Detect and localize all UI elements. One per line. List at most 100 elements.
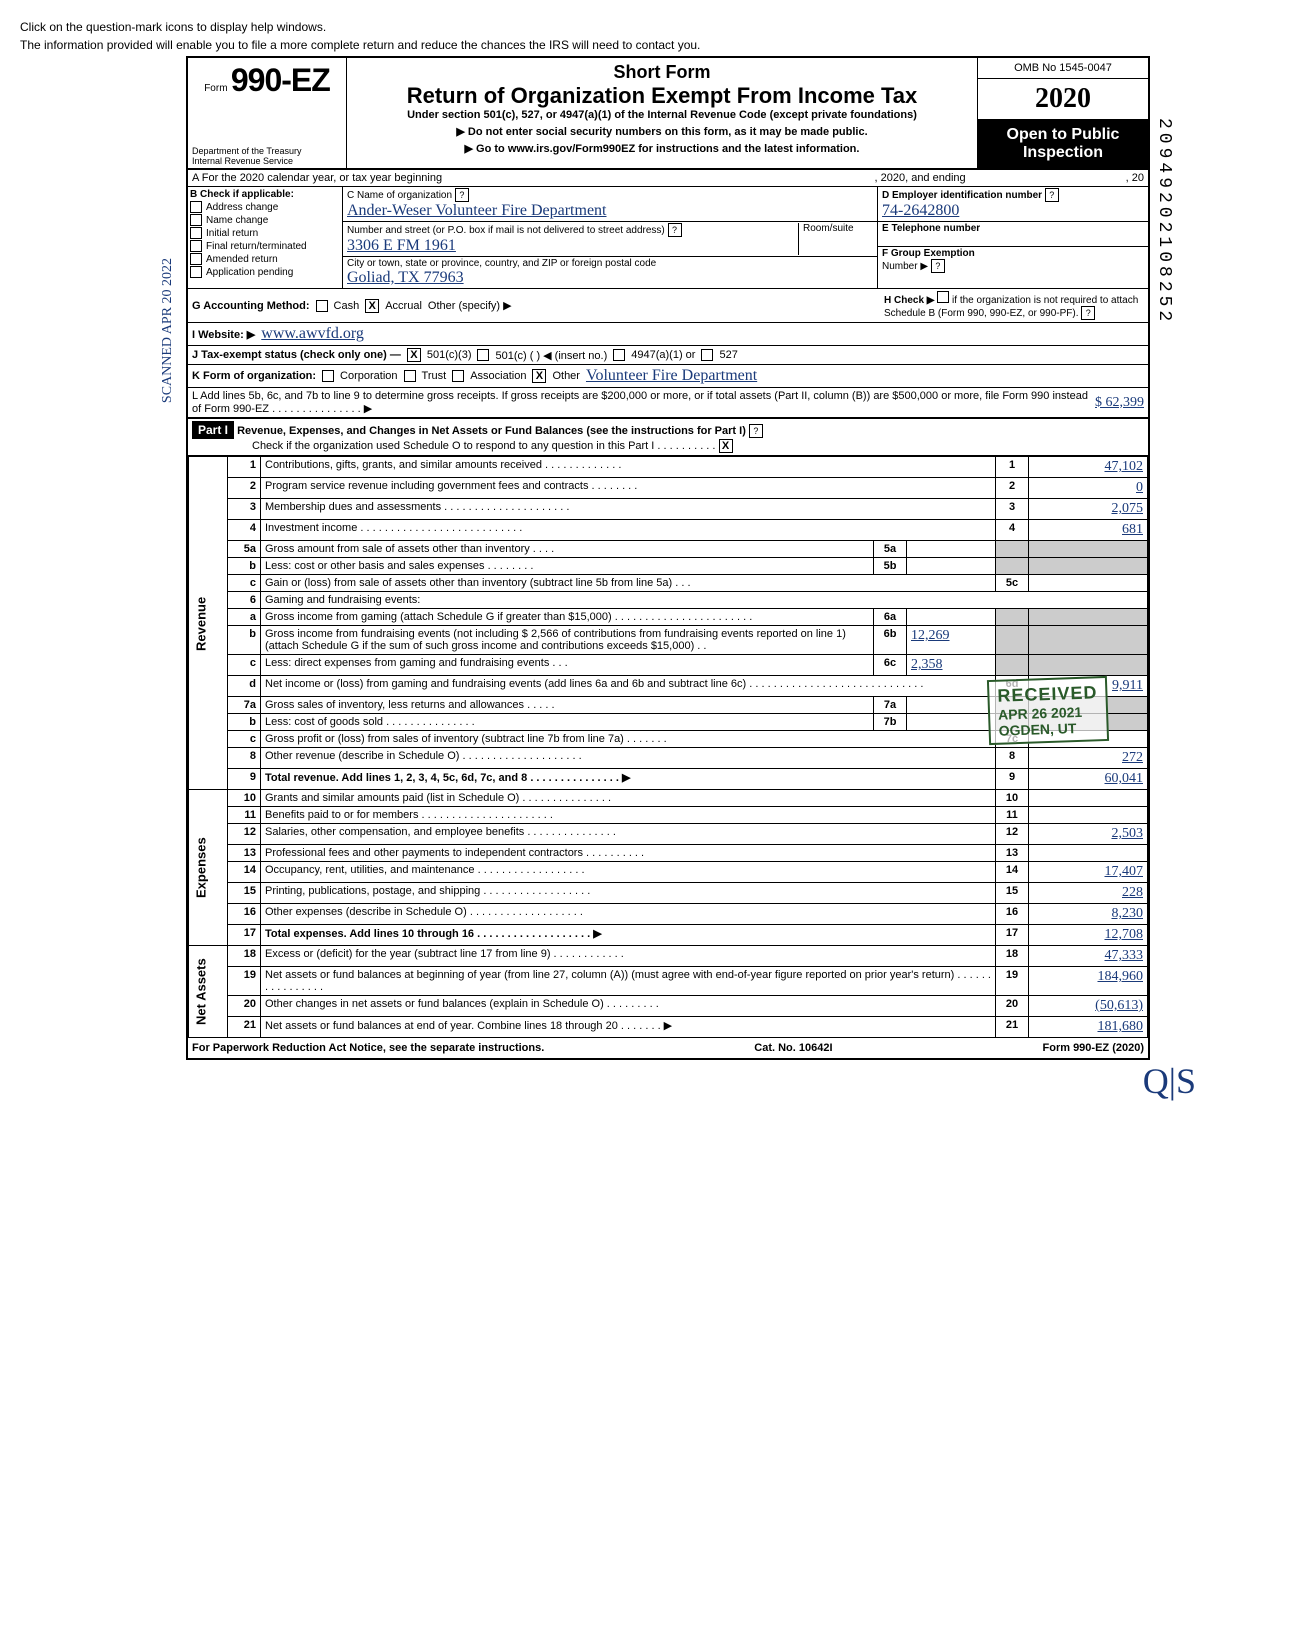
group-exemption-number-label: Number ▶ [882, 261, 928, 272]
line-desc: Other expenses (describe in Schedule O) … [261, 904, 996, 925]
row-l-value: $ 62,399 [1095, 395, 1144, 411]
chk-trust[interactable] [404, 370, 416, 382]
line-value: 47,102 [1029, 457, 1148, 478]
line-desc: Less: direct expenses from gaming and fu… [261, 655, 874, 676]
line-number: b [228, 714, 261, 731]
line-id: 18 [996, 946, 1029, 967]
line-id: 12 [996, 824, 1029, 845]
street-value: 3306 E FM 1961 [347, 237, 456, 254]
line-number: c [228, 655, 261, 676]
sub-line-id: 6c [874, 655, 907, 676]
row-a-tax-year: A For the 2020 calendar year, or tax yea… [188, 170, 1148, 187]
chk-amended-return[interactable]: Amended return [190, 253, 340, 265]
chk-initial-return[interactable]: Initial return [190, 227, 340, 239]
row-l-text: L Add lines 5b, 6c, and 7b to line 9 to … [192, 390, 1089, 415]
chk-name-change[interactable]: Name change [190, 214, 340, 226]
line-desc: Net assets or fund balances at end of ye… [261, 1017, 996, 1038]
chk-corporation[interactable] [322, 370, 334, 382]
footer-cat: Cat. No. 10642I [754, 1042, 832, 1054]
line-value: 181,680 [1029, 1017, 1148, 1038]
line-desc: Total revenue. Add lines 1, 2, 3, 4, 5c,… [261, 769, 996, 790]
tax-year: 20202020 [978, 79, 1148, 120]
chk-527[interactable] [701, 349, 713, 361]
form-org-label: K Form of organization: [192, 370, 316, 382]
line-value: 272 [1029, 748, 1148, 769]
line-value [1029, 575, 1148, 592]
chk-schedule-o[interactable]: X [719, 439, 733, 453]
lines-table: Revenue1Contributions, gifts, grants, an… [188, 456, 1148, 1038]
line-number: 16 [228, 904, 261, 925]
help-icon[interactable]: ? [455, 188, 469, 202]
line-number: 2 [228, 478, 261, 499]
sub-line-id: 6b [874, 626, 907, 655]
line-id: 20 [996, 996, 1029, 1017]
line-desc: Less: cost or other basis and sales expe… [261, 558, 874, 575]
line-value: 47,333 [1029, 946, 1148, 967]
website-value: www.awvfd.org [261, 325, 364, 343]
line-id: 10 [996, 790, 1029, 807]
help-icon[interactable]: ? [749, 424, 763, 438]
help-icon[interactable]: ? [1045, 188, 1059, 202]
line-desc: Grants and similar amounts paid (list in… [261, 790, 996, 807]
line-number: 7a [228, 697, 261, 714]
line-id: 3 [996, 499, 1029, 520]
chk-application-pending[interactable]: Application pending [190, 266, 340, 278]
dept-treasury: Department of the Treasury [192, 146, 342, 156]
help-icon[interactable]: ? [668, 223, 682, 237]
chk-4947[interactable] [613, 349, 625, 361]
help-icon[interactable]: ? [1081, 306, 1095, 320]
line-value: 12,708 [1029, 925, 1148, 946]
sub-line-id: 6a [874, 609, 907, 626]
chk-501c3[interactable]: X [407, 348, 421, 362]
line-number: 4 [228, 520, 261, 541]
line-id: 19 [996, 967, 1029, 996]
part-1-title: Revenue, Expenses, and Changes in Net As… [237, 425, 746, 437]
chk-501c[interactable] [477, 349, 489, 361]
line-desc: Printing, publications, postage, and shi… [261, 883, 996, 904]
line-desc: Benefits paid to or for members . . . . … [261, 807, 996, 824]
line-number: 8 [228, 748, 261, 769]
org-name-label: C Name of organization [347, 190, 452, 201]
line-id: 14 [996, 862, 1029, 883]
line-value: 228 [1029, 883, 1148, 904]
chk-accrual[interactable]: X [365, 299, 379, 313]
footer-right: Form 990-EZ (2020) [1043, 1042, 1145, 1054]
line-id: 17 [996, 925, 1029, 946]
chk-schedule-b[interactable] [937, 291, 949, 303]
line-desc: Total expenses. Add lines 10 through 16 … [261, 925, 996, 946]
phone-label: E Telephone number [882, 223, 980, 234]
line-number: c [228, 575, 261, 592]
help-icon[interactable]: ? [931, 259, 945, 273]
main-title: Return of Organization Exempt From Incom… [355, 83, 969, 109]
row-a-right: , 20 [1126, 172, 1144, 184]
chk-address-change[interactable]: Address change [190, 201, 340, 213]
section-def: D Employer identification number ? 74-26… [878, 187, 1148, 288]
line-number: c [228, 731, 261, 748]
line-desc: Net assets or fund balances at beginning… [261, 967, 996, 996]
chk-cash[interactable] [316, 300, 328, 312]
chk-association[interactable] [452, 370, 464, 382]
line-value: 184,960 [1029, 967, 1148, 996]
line-number: 17 [228, 925, 261, 946]
chk-final-return[interactable]: Final return/terminated [190, 240, 340, 252]
line-number: 19 [228, 967, 261, 996]
side-label: Revenue [189, 457, 228, 790]
help-instruction-2: The information provided will enable you… [20, 38, 1296, 52]
sub-line-id: 7a [874, 697, 907, 714]
line-value [1029, 845, 1148, 862]
subtitle: Under section 501(c), 527, or 4947(a)(1)… [355, 109, 969, 121]
row-a-left: A For the 2020 calendar year, or tax yea… [192, 172, 442, 184]
line-value: 60,041 [1029, 769, 1148, 790]
part-1-check-line: Check if the organization used Schedule … [252, 440, 715, 452]
chk-other-org[interactable]: X [532, 369, 546, 383]
doc-locator-number: 20949202108252 [1154, 118, 1174, 325]
line-desc: Gross amount from sale of assets other t… [261, 541, 874, 558]
line-number: a [228, 609, 261, 626]
line-value [1029, 731, 1148, 748]
section-b: B Check if applicable: Address change Na… [188, 187, 343, 288]
line-desc: Less: cost of goods sold . . . . . . . .… [261, 714, 874, 731]
line-number: 14 [228, 862, 261, 883]
line-desc: Net income or (loss) from gaming and fun… [261, 676, 996, 697]
line-id: 5c [996, 575, 1029, 592]
org-name-value: Ander-Weser Volunteer Fire Department [347, 202, 607, 219]
